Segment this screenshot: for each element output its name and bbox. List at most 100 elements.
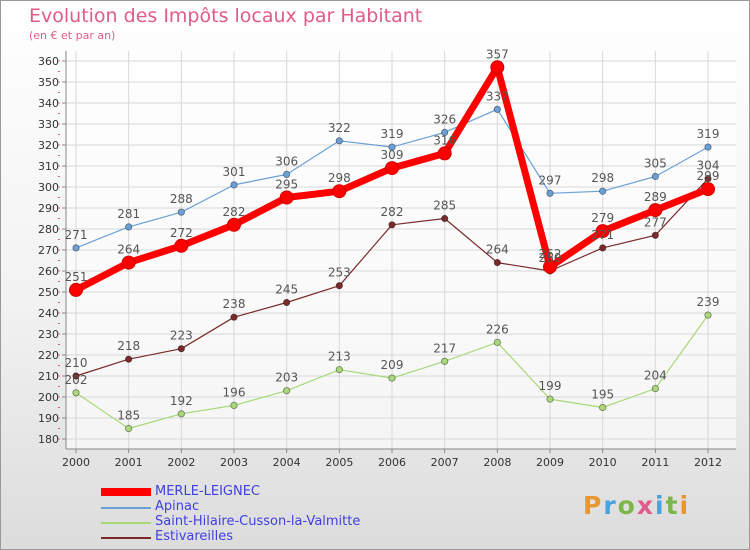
- legend: MERLE-LEIGNEC Apinac Saint-Hilaire-Cusso…: [101, 484, 401, 545]
- x-tick-label: 2002: [167, 456, 195, 469]
- data-point: [546, 189, 554, 197]
- data-label: 264: [486, 243, 509, 257]
- x-tick-label: 2004: [273, 456, 301, 469]
- y-tick-label: 300: [38, 181, 59, 194]
- data-point: [704, 175, 712, 183]
- data-label: 298: [328, 171, 351, 185]
- data-point: [279, 190, 294, 205]
- data-point: [441, 357, 449, 365]
- data-label: 195: [591, 388, 614, 402]
- data-point: [704, 143, 712, 151]
- y-tick-label: 200: [38, 391, 59, 404]
- data-point: [72, 244, 80, 252]
- data-point: [177, 410, 185, 418]
- data-point: [651, 231, 659, 239]
- data-point: [230, 181, 238, 189]
- data-point: [704, 311, 712, 319]
- data-point: [388, 374, 396, 382]
- data-label: 264: [117, 243, 140, 257]
- y-tick-label: 360: [38, 55, 59, 68]
- data-point: [388, 221, 396, 229]
- data-point: [651, 384, 659, 393]
- data-label: 326: [433, 112, 456, 126]
- data-label: 282: [223, 205, 246, 219]
- y-tick-label: 270: [38, 244, 59, 257]
- data-point: [230, 313, 238, 321]
- y-tick-label: 220: [38, 349, 59, 362]
- data-label: 251: [65, 270, 88, 284]
- data-label: 218: [117, 339, 140, 353]
- data-point: [335, 137, 343, 145]
- data-label: 245: [275, 283, 298, 297]
- x-tick-label: 2008: [483, 456, 511, 469]
- data-label: 304: [697, 159, 720, 173]
- data-label: 301: [223, 165, 246, 179]
- legend-item: Estivareilles: [101, 529, 401, 545]
- data-label: 295: [275, 178, 298, 192]
- data-label: 279: [591, 211, 614, 225]
- x-tick-label: 2006: [378, 456, 406, 469]
- data-point: [490, 60, 505, 75]
- data-point: [125, 424, 133, 433]
- data-label: 298: [591, 171, 614, 185]
- data-point: [441, 214, 449, 223]
- data-point: [335, 366, 343, 374]
- data-label: 316: [433, 133, 456, 147]
- data-label: 271: [591, 228, 614, 242]
- data-point: [599, 187, 607, 195]
- data-point: [69, 282, 83, 297]
- chart-title: Evolution des Impôts locaux par Habitant: [29, 5, 423, 27]
- x-tick-label: 2007: [431, 456, 459, 469]
- data-label: 204: [644, 369, 667, 383]
- chart-subtitle: (en € et par an): [29, 29, 116, 42]
- legend-swatch: [101, 488, 151, 496]
- data-point: [701, 182, 715, 197]
- data-point: [651, 172, 659, 181]
- x-tick-label: 2010: [589, 456, 617, 469]
- data-label: 288: [170, 192, 193, 206]
- legend-label: Saint-Hilaire-Cusson-la-Valmitte: [155, 514, 361, 529]
- x-tick-label: 2003: [220, 456, 248, 469]
- data-label: 226: [486, 322, 509, 336]
- x-tick-label: 2011: [641, 456, 669, 469]
- data-label: 223: [170, 329, 193, 343]
- data-label: 306: [275, 154, 298, 168]
- data-label: 203: [275, 371, 298, 385]
- data-point: [385, 161, 399, 176]
- data-point: [125, 223, 133, 231]
- data-label: 217: [433, 341, 456, 355]
- x-tick-label: 2012: [694, 456, 722, 469]
- data-label: 322: [328, 121, 351, 135]
- data-point: [599, 403, 607, 412]
- data-label: 305: [644, 157, 667, 171]
- data-label: 277: [644, 215, 667, 229]
- data-point: [174, 238, 189, 253]
- legend-label: MERLE-LEIGNEC: [155, 484, 260, 499]
- data-label: 199: [539, 379, 562, 393]
- y-tick-label: 290: [38, 202, 59, 215]
- data-label: 213: [328, 350, 351, 364]
- y-tick-label: 240: [38, 307, 59, 320]
- data-label: 238: [223, 297, 246, 311]
- data-point: [437, 146, 452, 161]
- data-point: [595, 224, 610, 239]
- data-label: 299: [697, 169, 720, 183]
- data-label: 271: [65, 228, 88, 242]
- x-tick-label: 2009: [536, 456, 564, 469]
- data-label: 210: [65, 356, 88, 370]
- y-tick-label: 190: [38, 412, 59, 425]
- data-point: [230, 401, 238, 409]
- data-point: [121, 255, 136, 270]
- data-point: [493, 258, 501, 267]
- data-label: 285: [433, 199, 456, 213]
- data-point: [388, 143, 396, 151]
- data-point: [283, 298, 291, 307]
- data-label: 319: [697, 127, 720, 141]
- data-label: 209: [381, 358, 404, 372]
- data-label: 337: [486, 89, 509, 103]
- data-point: [177, 345, 185, 353]
- data-point: [227, 217, 241, 232]
- y-tick-label: 260: [38, 265, 59, 278]
